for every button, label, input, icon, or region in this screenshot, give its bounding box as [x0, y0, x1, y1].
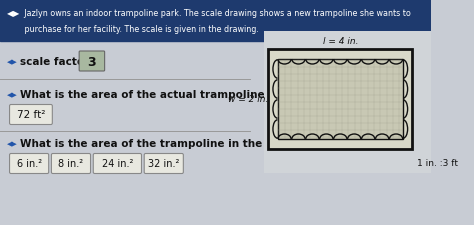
Bar — [0, 0, 431, 42]
Text: purchase for her facility. The scale is given in the drawing.: purchase for her facility. The scale is … — [7, 24, 259, 33]
FancyBboxPatch shape — [144, 154, 183, 174]
FancyBboxPatch shape — [93, 154, 141, 174]
Text: 1 in. :3 ft: 1 in. :3 ft — [417, 159, 458, 168]
Text: 8 in.²: 8 in.² — [58, 159, 83, 169]
Text: 24 in.²: 24 in.² — [102, 159, 133, 169]
FancyBboxPatch shape — [9, 154, 49, 174]
FancyBboxPatch shape — [9, 105, 52, 125]
Text: ◀▶: ◀▶ — [7, 59, 18, 65]
Text: scale factor =: scale factor = — [20, 57, 101, 67]
Bar — [264, 32, 435, 173]
Text: What is the area of the trampoline in the drawing?: What is the area of the trampoline in th… — [20, 138, 320, 148]
Text: 32 in.²: 32 in.² — [148, 159, 180, 169]
Text: What is the area of the actual trampoline?: What is the area of the actual trampolin… — [20, 90, 271, 99]
Text: w = 2 in.: w = 2 in. — [228, 95, 269, 104]
Text: 72 ft²: 72 ft² — [17, 110, 45, 120]
Bar — [0, 42, 431, 225]
Text: l = 4 in.: l = 4 in. — [322, 37, 358, 46]
Text: ◀▶  Jazlyn owns an indoor trampoline park. The scale drawing shows a new trampol: ◀▶ Jazlyn owns an indoor trampoline park… — [7, 9, 411, 17]
Bar — [277, 60, 403, 139]
Text: ◀▶: ◀▶ — [7, 92, 18, 98]
FancyBboxPatch shape — [79, 52, 105, 72]
FancyBboxPatch shape — [51, 154, 91, 174]
Text: ◀▶: ◀▶ — [7, 140, 18, 146]
Text: 3: 3 — [88, 55, 96, 68]
Bar — [268, 50, 412, 149]
Text: 6 in.²: 6 in.² — [17, 159, 42, 169]
